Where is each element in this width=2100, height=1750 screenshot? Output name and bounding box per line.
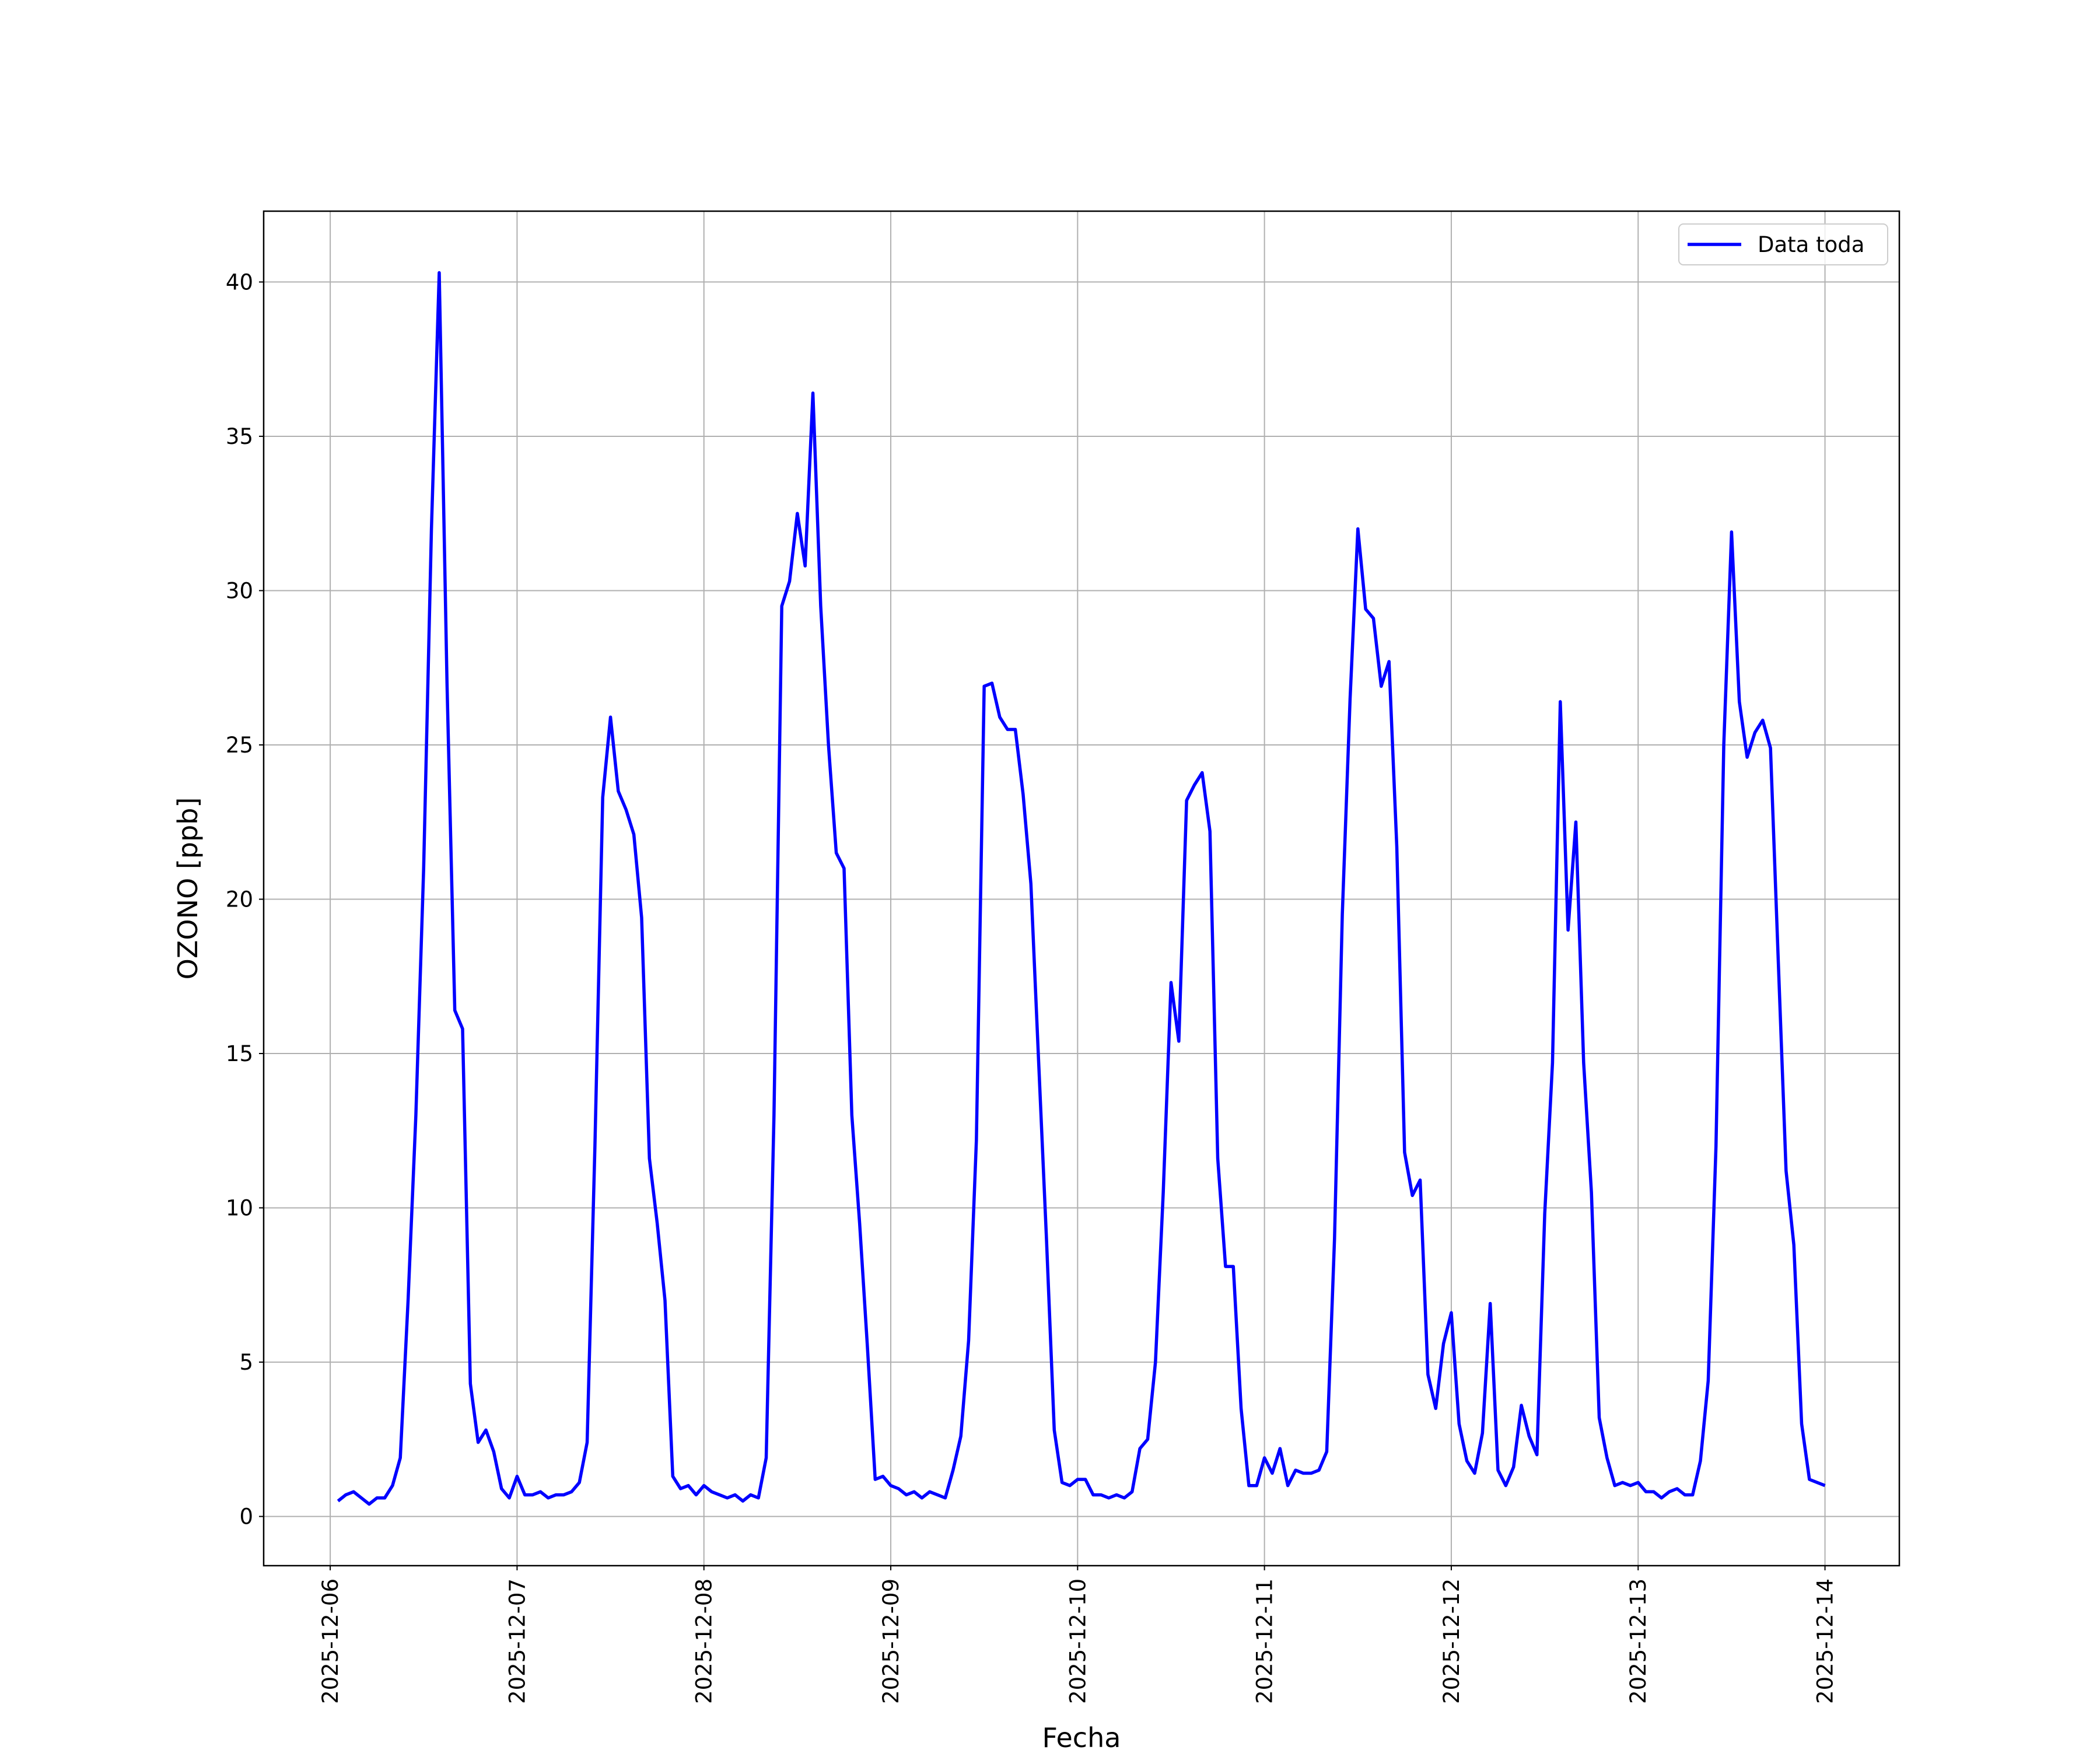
data-line xyxy=(337,271,1826,1506)
x-tick-label: 2025-12-09 xyxy=(878,1578,904,1704)
y-tick-label: 20 xyxy=(226,887,253,912)
x-tick-label: 2025-12-14 xyxy=(1813,1578,1838,1704)
x-axis-label: Fecha xyxy=(1042,1722,1121,1750)
x-tick-label: 2025-12-06 xyxy=(318,1578,343,1704)
x-tick-label: 2025-12-08 xyxy=(692,1578,717,1704)
y-tick-label: 5 xyxy=(239,1350,253,1375)
x-tick-label: 2025-12-10 xyxy=(1065,1578,1090,1704)
x-tick-label: 2025-12-12 xyxy=(1439,1578,1464,1704)
legend: Data toda xyxy=(1678,223,1888,265)
y-axis-label: OZONO [ppb] xyxy=(172,797,204,980)
y-tick-label: 0 xyxy=(239,1504,253,1530)
x-tick-label: 2025-12-07 xyxy=(505,1578,530,1704)
y-tick-label: 35 xyxy=(226,424,253,449)
x-tick-label: 2025-12-11 xyxy=(1252,1578,1278,1704)
y-tick-label: 40 xyxy=(226,270,253,295)
grid xyxy=(264,211,1899,1566)
y-tick-label: 15 xyxy=(226,1041,253,1066)
y-tick-label: 25 xyxy=(226,733,253,758)
ticks: 0 5 10 15 20 25 30 35 40 2025-12-06 2025-12-07 2025… xyxy=(226,270,1838,1704)
x-tick-label: 2025-12-13 xyxy=(1626,1578,1651,1704)
legend-label: Data toda xyxy=(1758,232,1864,257)
axes-frame xyxy=(262,210,1901,1567)
y-tick-label: 30 xyxy=(226,578,253,603)
plot-area xyxy=(337,271,1826,1506)
y-tick-label: 10 xyxy=(226,1196,253,1221)
legend-box xyxy=(1678,223,1888,265)
